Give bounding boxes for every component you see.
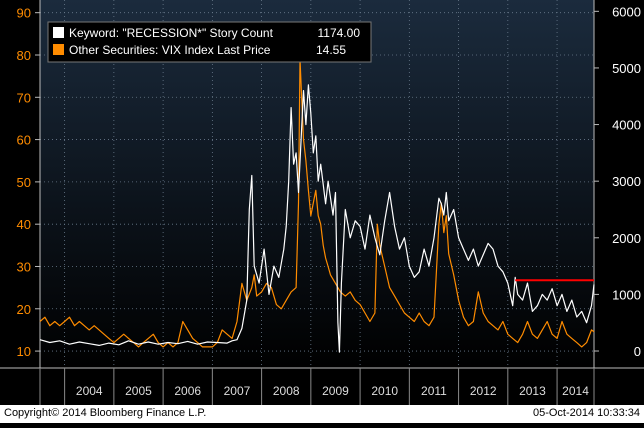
x-tick-label: 2008 bbox=[273, 384, 300, 398]
right-tick-label: 5000 bbox=[612, 61, 641, 76]
footer: Copyright© 2014 Bloomberg Finance L.P. 0… bbox=[0, 405, 644, 423]
left-tick-label: 30 bbox=[17, 259, 31, 274]
series-recession-story-count bbox=[39, 84, 595, 353]
right-tick-label: 2000 bbox=[612, 231, 641, 246]
x-tick-label: 2012 bbox=[470, 384, 497, 398]
x-tick-label: 2013 bbox=[519, 384, 546, 398]
x-tick-label: 2005 bbox=[125, 384, 152, 398]
legend: Keyword: "RECESSION*" Story Count 1174.0… bbox=[47, 21, 372, 63]
x-tick-label: 2006 bbox=[174, 384, 201, 398]
left-tick-label: 70 bbox=[17, 90, 31, 105]
legend-label-recession: Keyword: "RECESSION*" Story Count bbox=[69, 26, 274, 40]
left-tick-label: 80 bbox=[17, 48, 31, 63]
series-layer bbox=[39, 58, 595, 353]
left-tick-label: 50 bbox=[17, 175, 31, 190]
right-tick-label: 4000 bbox=[612, 118, 641, 133]
x-tick-label: 2011 bbox=[421, 384, 447, 398]
x-axis: 2004 2005 2006 2007 2008 2009 2010 2011 2012 2013… bbox=[0, 367, 644, 405]
x-tick-label: 2010 bbox=[371, 384, 398, 398]
x-tick-label: 2009 bbox=[322, 384, 349, 398]
grid bbox=[40, 0, 594, 368]
right-tick-label: 6000 bbox=[612, 4, 641, 19]
legend-value-vix: 14.55 bbox=[316, 43, 346, 57]
left-tick-label: 10 bbox=[17, 344, 31, 359]
x-tick-label: 2014 bbox=[562, 384, 589, 398]
right-tick-label: 1000 bbox=[612, 287, 641, 302]
left-axis: 10 20 30 40 50 60 70 80 90 bbox=[17, 0, 41, 368]
legend-label-vix: Other Securities: VIX Index Last Price bbox=[69, 43, 271, 57]
left-tick-label: 20 bbox=[17, 302, 31, 317]
right-tick-label: 3000 bbox=[612, 174, 641, 189]
left-tick-label: 40 bbox=[17, 217, 31, 232]
left-tick-label: 60 bbox=[17, 133, 31, 148]
x-axis-band bbox=[0, 368, 644, 405]
right-tick-label: 0 bbox=[634, 344, 641, 359]
legend-swatch-vix bbox=[53, 44, 64, 55]
x-tick-label: 2004 bbox=[76, 384, 103, 398]
legend-swatch-recession bbox=[53, 27, 64, 38]
legend-value-recession: 1174.00 bbox=[318, 26, 361, 40]
legend-box bbox=[47, 21, 372, 63]
x-tick-label: 2007 bbox=[224, 384, 251, 398]
timestamp-text: 05-Oct-2014 10:33:34 bbox=[532, 407, 640, 419]
copyright-text: Copyright© 2014 Bloomberg Finance L.P. bbox=[4, 407, 207, 419]
left-tick-label: 90 bbox=[17, 6, 31, 21]
right-axis: 0 1000 2000 3000 4000 5000 6000 bbox=[593, 0, 641, 368]
